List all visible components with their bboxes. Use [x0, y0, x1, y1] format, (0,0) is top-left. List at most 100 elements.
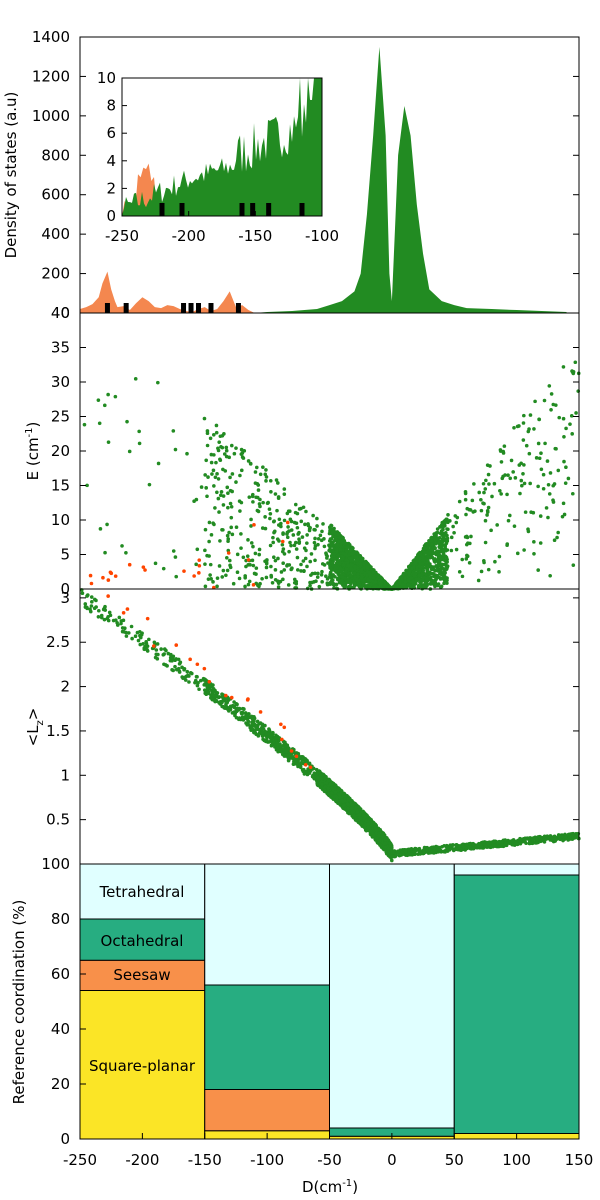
- energy-point: [467, 561, 472, 565]
- lz-point: [519, 837, 523, 842]
- lz-point: [326, 792, 331, 796]
- energy-point: [517, 463, 522, 467]
- energy-point: [268, 543, 273, 548]
- lz-point: [399, 852, 403, 857]
- energy-y-label: E (cm-1): [24, 422, 42, 481]
- energy-point: [204, 486, 208, 490]
- energy-point: [368, 574, 373, 579]
- energy-point: [509, 458, 514, 463]
- energy-point: [286, 509, 291, 514]
- energy-point: [221, 494, 226, 498]
- lz-point: [145, 647, 149, 652]
- energy-point: [274, 478, 279, 482]
- lz-point: [241, 707, 246, 711]
- energy-point: [256, 583, 260, 587]
- energy-point: [102, 403, 107, 408]
- energy-point: [329, 537, 334, 541]
- lz-point: [92, 597, 97, 602]
- energy-point: [82, 422, 87, 427]
- lz-point: [445, 844, 450, 849]
- energy-point: [228, 501, 233, 506]
- energy-point-red: [127, 562, 132, 567]
- energy-point: [280, 542, 285, 547]
- energy-point: [286, 525, 290, 529]
- energy-point: [243, 574, 247, 578]
- energy-point: [103, 550, 107, 555]
- energy-point: [562, 459, 566, 464]
- lz-point: [561, 838, 565, 843]
- lz-point: [454, 843, 459, 847]
- energy-point: [299, 569, 303, 573]
- energy-point: [512, 524, 517, 528]
- energy-point: [220, 445, 225, 450]
- energy-point: [226, 491, 230, 496]
- energy-point: [224, 454, 229, 459]
- lz-point: [418, 848, 422, 853]
- inset-xtick-label: -250: [105, 227, 139, 245]
- energy-point: [214, 430, 219, 435]
- energy-point: [568, 422, 572, 426]
- lz-point: [359, 820, 364, 825]
- energy-point: [334, 543, 339, 548]
- energy-point: [275, 508, 279, 513]
- energy-point: [230, 489, 234, 494]
- energy-point: [536, 484, 540, 489]
- energy-point: [285, 563, 289, 568]
- lz-point: [220, 699, 225, 703]
- energy-point: [445, 581, 449, 585]
- energy-point: [205, 431, 210, 436]
- energy-point: [538, 541, 543, 545]
- lz-point: [162, 647, 167, 651]
- energy-point: [264, 475, 269, 479]
- lz-point: [159, 647, 163, 651]
- lz-point: [442, 844, 446, 848]
- energy-point: [246, 459, 251, 463]
- energy-point: [281, 561, 285, 566]
- energy-point-red: [108, 570, 113, 575]
- lz-point: [301, 767, 306, 772]
- energy-point: [489, 528, 493, 533]
- energy-point: [222, 452, 227, 456]
- energy-point: [113, 394, 118, 399]
- energy-ytick-label: 40: [51, 304, 70, 322]
- energy-point: [306, 522, 310, 526]
- dos-marker: [123, 303, 129, 313]
- lz-point: [286, 758, 291, 763]
- energy-point-red: [143, 568, 147, 572]
- energy-point: [286, 583, 291, 587]
- energy-point: [156, 461, 161, 466]
- energy-point: [542, 398, 547, 403]
- energy-point: [570, 432, 575, 436]
- energy-point: [235, 552, 240, 557]
- energy-point: [487, 482, 491, 486]
- energy-point: [234, 480, 238, 484]
- energy-point: [436, 552, 441, 557]
- energy-point: [536, 441, 541, 446]
- energy-point: [526, 429, 531, 434]
- energy-point: [297, 537, 301, 541]
- energy-point: [254, 465, 259, 470]
- lz-point: [392, 849, 396, 853]
- energy-point: [349, 563, 353, 568]
- energy-point: [227, 558, 232, 563]
- energy-point: [281, 577, 285, 582]
- energy-point: [417, 584, 422, 589]
- energy-point: [215, 490, 219, 495]
- energy-point: [485, 513, 489, 517]
- energy-point: [171, 429, 176, 433]
- inset-xtick-label: -150: [238, 227, 272, 245]
- energy-point: [315, 516, 319, 521]
- energy-point: [203, 562, 207, 566]
- energy-point: [532, 427, 536, 431]
- energy-point: [133, 377, 138, 381]
- dos-marker: [188, 303, 194, 313]
- energy-ytick-label: 35: [51, 339, 70, 357]
- energy-point: [441, 534, 446, 539]
- energy-point: [156, 380, 160, 385]
- energy-point: [226, 537, 231, 541]
- energy-point: [433, 580, 438, 585]
- lz-point: [251, 722, 255, 726]
- inset-orange-fill: [122, 163, 173, 216]
- energy-point: [246, 538, 250, 542]
- energy-point: [229, 443, 234, 448]
